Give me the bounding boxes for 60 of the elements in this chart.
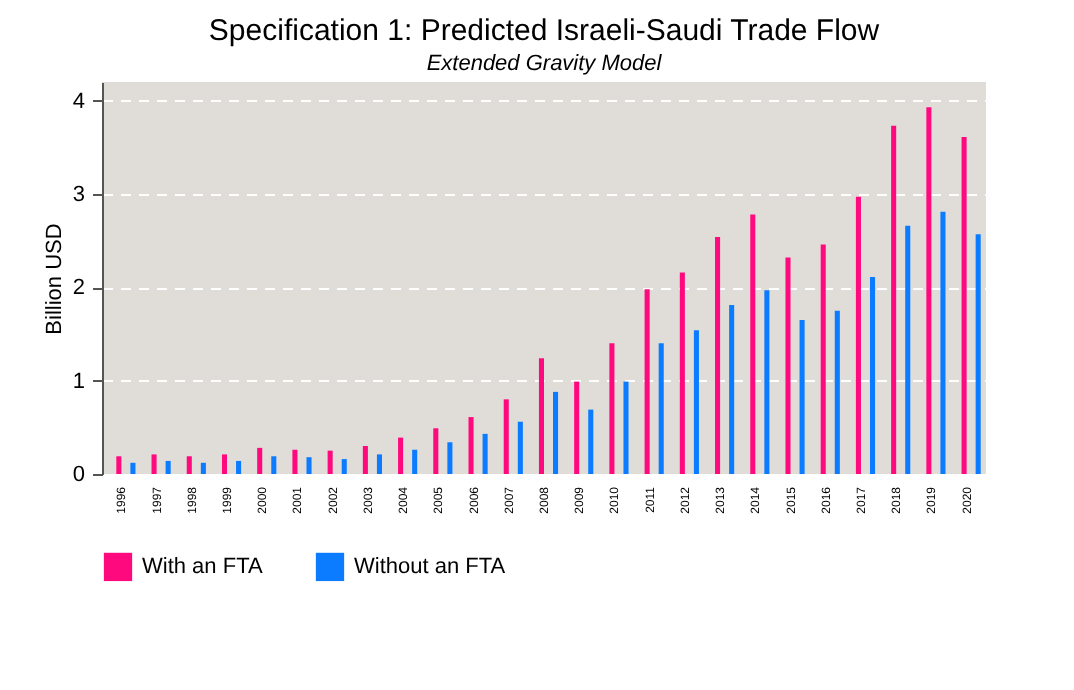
bar xyxy=(799,320,805,474)
legend-label: With an FTA xyxy=(142,554,264,579)
bar xyxy=(236,460,242,474)
y-tick-label: 0 xyxy=(72,463,85,487)
bar xyxy=(926,107,932,474)
bar xyxy=(820,244,826,474)
bar xyxy=(271,456,277,474)
bar xyxy=(482,433,488,474)
y-tick-label: 4 xyxy=(72,89,85,114)
bar xyxy=(398,437,404,474)
bar xyxy=(468,417,474,474)
bar xyxy=(785,257,791,474)
bar xyxy=(341,459,347,474)
bar xyxy=(327,450,333,474)
y-tick-label: 2 xyxy=(72,276,85,301)
bar xyxy=(186,456,192,474)
bar xyxy=(679,272,685,474)
bar xyxy=(130,462,136,474)
bar xyxy=(834,310,840,474)
bar xyxy=(433,428,439,474)
bar xyxy=(855,196,861,474)
bar xyxy=(644,289,650,474)
bar xyxy=(116,456,122,474)
bar xyxy=(658,343,664,474)
bar xyxy=(693,330,699,474)
bar xyxy=(376,454,382,474)
bar xyxy=(961,137,967,474)
bar xyxy=(517,421,523,474)
bar xyxy=(306,457,312,474)
bar xyxy=(715,236,721,474)
bar xyxy=(292,449,298,474)
bar xyxy=(200,462,206,474)
bar xyxy=(869,277,876,474)
y-tick-label: 1 xyxy=(72,369,85,394)
bar xyxy=(729,305,735,474)
bar xyxy=(221,454,228,474)
y-tick-label: 3 xyxy=(72,183,85,207)
bar xyxy=(412,449,418,474)
bar xyxy=(257,447,263,474)
bar xyxy=(538,358,544,474)
bar xyxy=(623,381,629,474)
bar xyxy=(588,409,594,474)
bar xyxy=(905,225,911,474)
bar xyxy=(975,234,981,474)
y-axis-title: Billion USD xyxy=(42,223,67,335)
bar xyxy=(891,125,897,474)
bar xyxy=(940,211,946,474)
bar xyxy=(362,446,368,474)
chart-title: Specification 1: Predicted Israeli-Saudi Trade Flow xyxy=(208,14,880,48)
bar xyxy=(574,381,580,474)
chart-subtitle: Extended Gravity Model xyxy=(426,52,663,76)
bar xyxy=(503,399,509,474)
bar xyxy=(151,454,157,474)
bar xyxy=(553,391,559,474)
bar xyxy=(609,343,615,474)
bar xyxy=(764,290,770,474)
bar xyxy=(750,214,756,474)
legend-label: Without an FTA xyxy=(354,554,507,579)
bar xyxy=(165,460,171,474)
bar xyxy=(447,442,453,474)
